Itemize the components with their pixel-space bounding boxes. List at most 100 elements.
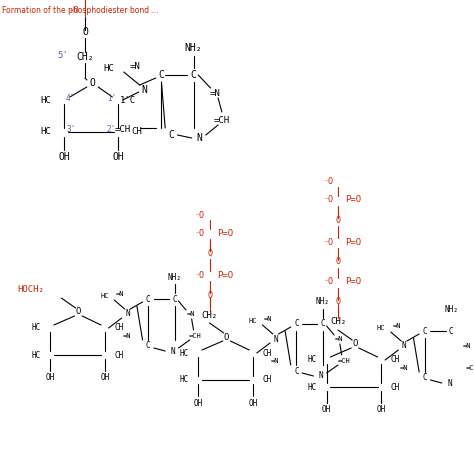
Text: N: N [171, 346, 175, 356]
Text: ⁻O: ⁻O [195, 228, 205, 237]
Text: OH: OH [100, 374, 109, 383]
Text: =N: =N [392, 323, 401, 329]
Text: -O: -O [68, 6, 79, 15]
Text: CH: CH [391, 383, 400, 392]
Text: NH₂: NH₂ [316, 298, 330, 307]
Text: =CH: =CH [189, 333, 202, 339]
Text: C: C [320, 319, 325, 328]
Text: C: C [294, 319, 299, 328]
Text: OH: OH [377, 405, 386, 414]
Text: N: N [142, 85, 147, 95]
Text: O: O [336, 298, 340, 307]
Text: HC: HC [40, 95, 51, 104]
Text: HC: HC [31, 323, 41, 332]
Text: =CH: =CH [214, 116, 230, 125]
Text: OH: OH [193, 399, 203, 408]
Text: C: C [168, 130, 174, 140]
Text: CH₂: CH₂ [201, 310, 218, 319]
Text: HC: HC [308, 356, 317, 365]
Text: =CH: =CH [337, 358, 350, 364]
Text: 3': 3' [66, 126, 75, 135]
Text: P=O: P=O [346, 277, 362, 286]
Text: =N: =N [399, 365, 408, 371]
Text: CH: CH [114, 350, 124, 359]
Text: Formation of the phosphodiester bond ...: Formation of the phosphodiester bond ... [2, 6, 158, 15]
Text: N: N [196, 133, 202, 143]
Text: C: C [422, 374, 427, 383]
Text: O: O [207, 291, 212, 300]
Text: =N: =N [186, 311, 195, 317]
Text: NH₂: NH₂ [444, 304, 458, 313]
Text: C: C [173, 294, 177, 303]
Text: CH: CH [114, 323, 124, 332]
Text: O: O [336, 257, 340, 266]
Text: ⁻O: ⁻O [324, 195, 334, 204]
Text: P=O: P=O [217, 228, 233, 237]
Text: 1'C: 1'C [120, 95, 136, 104]
Text: P=O: P=O [346, 195, 362, 204]
Text: NH₂: NH₂ [185, 43, 202, 53]
Text: N: N [125, 310, 130, 319]
Text: CH: CH [391, 356, 400, 365]
Text: OH: OH [322, 405, 331, 414]
Text: ⁻O: ⁻O [195, 271, 205, 280]
Text: O: O [224, 332, 229, 341]
Text: N: N [319, 372, 323, 381]
Text: OH: OH [46, 374, 55, 383]
Text: 2': 2' [107, 126, 116, 135]
Text: N: N [402, 341, 406, 350]
Text: =N: =N [335, 336, 343, 342]
Text: HC: HC [180, 375, 189, 384]
Text: ⁻O: ⁻O [324, 277, 334, 286]
Text: C: C [146, 294, 151, 303]
Text: ⁻O: ⁻O [195, 210, 205, 219]
Text: ⁻O: ⁻O [324, 177, 334, 186]
Text: HC: HC [308, 383, 317, 392]
Text: C: C [158, 70, 164, 80]
Text: P=O: P=O [346, 237, 362, 246]
Text: CH₂: CH₂ [330, 318, 346, 327]
Text: N: N [447, 379, 452, 388]
Text: 4': 4' [66, 93, 75, 102]
Text: =N: =N [123, 333, 131, 339]
Text: HC: HC [248, 318, 257, 324]
Text: C: C [146, 341, 151, 350]
Text: C: C [294, 366, 299, 375]
Text: C: C [422, 327, 427, 336]
Text: HC: HC [377, 325, 385, 331]
Text: O: O [90, 78, 95, 88]
Text: =N: =N [116, 291, 124, 297]
Text: C: C [191, 70, 196, 80]
Text: P=O: P=O [217, 271, 233, 280]
Text: CH₂: CH₂ [76, 52, 94, 62]
Text: =N: =N [129, 62, 140, 71]
Text: O: O [352, 339, 358, 348]
Text: CH: CH [131, 128, 142, 137]
Text: HC: HC [103, 64, 114, 73]
Text: OH: OH [58, 152, 70, 162]
Text: 1': 1' [107, 93, 116, 102]
Text: =N: =N [271, 358, 280, 364]
Text: OH: OH [248, 399, 258, 408]
Text: CH: CH [263, 375, 272, 384]
Text: 5': 5' [57, 51, 68, 60]
Text: HC: HC [100, 293, 109, 299]
Text: HC: HC [31, 350, 41, 359]
Text: O: O [82, 27, 88, 37]
Text: HC: HC [180, 348, 189, 357]
Text: =N: =N [210, 89, 220, 98]
Text: ⁻O: ⁻O [324, 237, 334, 246]
Text: O: O [207, 248, 212, 257]
Text: OH: OH [112, 152, 124, 162]
Text: C: C [449, 327, 454, 336]
Text: N: N [273, 335, 278, 344]
Text: =CH: =CH [465, 365, 474, 371]
Text: O: O [336, 216, 340, 225]
Text: =N: =N [264, 316, 273, 322]
Text: NH₂: NH₂ [168, 273, 182, 282]
Text: CH: CH [263, 348, 272, 357]
Text: HOCH₂: HOCH₂ [18, 285, 45, 294]
Text: =CH: =CH [115, 126, 131, 135]
Text: HC: HC [40, 128, 51, 137]
Text: =N: =N [463, 343, 472, 349]
